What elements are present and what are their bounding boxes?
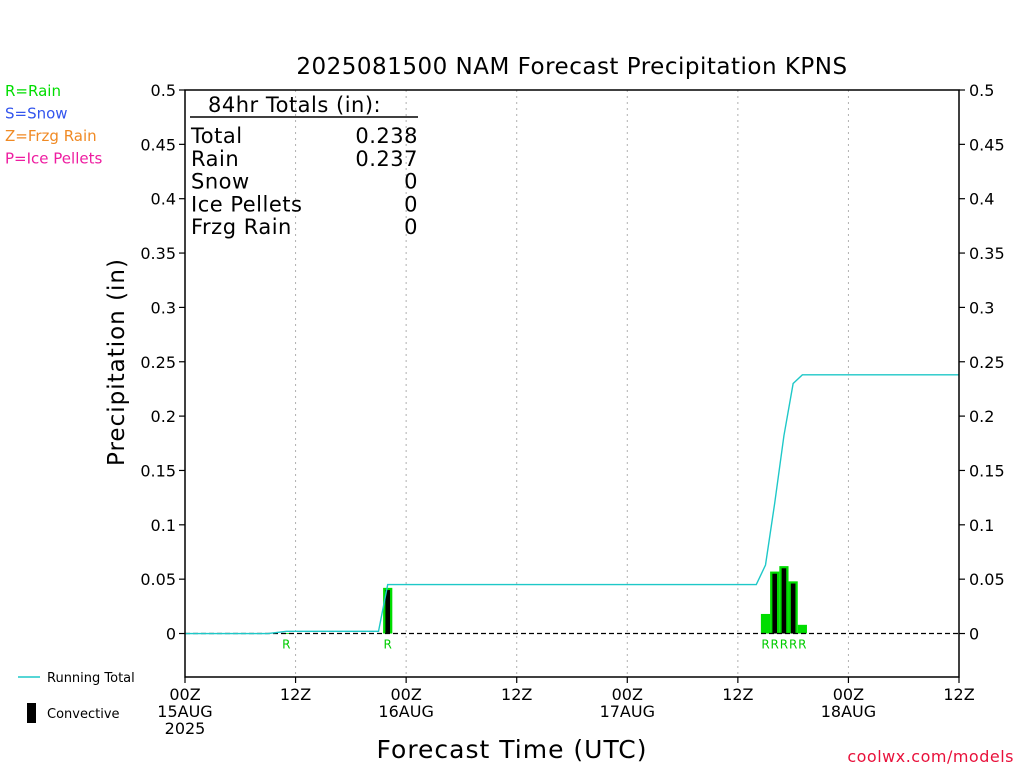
convective-bar	[772, 573, 778, 634]
x-tick-label: 12Z	[280, 685, 311, 704]
ptype-marker: R	[789, 638, 797, 652]
y-axis-right: 0 0.05 0.1 0.15 0.2 0.25 0.3 0.35 0.4 0.45 0.5	[959, 81, 1005, 644]
totals-rows: Total 0.238 Rain 0.237 Snow 0 Ice Pellets 0 Frzg…	[190, 124, 418, 239]
y-tick-label: 0.45	[140, 135, 176, 154]
ptype-marker: R	[798, 638, 806, 652]
totals-row-label: Ice Pellets	[191, 192, 302, 216]
x-tick-label: 12Z	[943, 685, 974, 704]
totals-row-label: Total	[190, 124, 243, 148]
precip-type-legend: R=Rain S=Snow Z=Frzg Rain P=Ice Pellets	[5, 82, 102, 168]
y-tick-label: 0.05	[969, 570, 1005, 589]
ptype-marker: R	[771, 638, 779, 652]
totals-box: 84hr Totals (in): Total 0.238 Rain 0.237 Sno…	[190, 93, 418, 239]
y-tick-label: 0.3	[969, 298, 994, 317]
ptype-marker: R	[761, 638, 769, 652]
x-tick-label: 00Z	[612, 685, 643, 704]
y-tick-label: 0.1	[151, 516, 176, 535]
convective-legend-swatch	[27, 703, 36, 723]
totals-row-value: 0.238	[355, 124, 418, 148]
y-tick-label: 0.25	[140, 353, 176, 372]
y-tick-label: 0.4	[151, 190, 176, 209]
convective-bar	[790, 583, 796, 634]
totals-row-value: 0	[404, 192, 418, 216]
y-axis-label: Precipitation (in)	[104, 258, 130, 466]
x-tick-label: 00Z	[390, 685, 421, 704]
bottom-legend: Running Total Convective	[18, 671, 135, 723]
x-tick-label: 18AUG	[821, 702, 876, 721]
precip-type-legend-item: R=Rain	[5, 82, 61, 100]
grid-lines	[295, 90, 849, 677]
x-tick-label: 2025	[165, 719, 206, 738]
y-tick-label: 0.2	[151, 407, 176, 426]
convective-legend-label: Convective	[47, 707, 120, 722]
chart-title: 2025081500 NAM Forecast Precipitation KP…	[296, 54, 847, 80]
running-total-legend-label: Running Total	[47, 671, 135, 686]
plot-area	[184, 89, 960, 678]
y-axis-left: 0 0.05 0.1 0.15 0.2 0.25 0.3 0.35 0.4 0.45 0.5	[140, 81, 185, 644]
x-tick-label: 12Z	[501, 685, 532, 704]
precip-bar	[760, 613, 771, 634]
x-axis-label: Forecast Time (UTC)	[377, 735, 648, 764]
precip-bar	[797, 624, 807, 634]
ptype-marker: R	[384, 638, 392, 652]
totals-header: 84hr Totals (in):	[208, 93, 381, 117]
y-tick-label: 0.3	[151, 298, 176, 317]
precip-type-legend-item: Z=Frzg Rain	[5, 127, 97, 145]
x-tick-label: 00Z	[833, 685, 864, 704]
totals-row-value: 0.237	[355, 147, 418, 171]
y-tick-label: 0	[969, 625, 979, 644]
convective-bar	[385, 590, 391, 634]
totals-row-label: Rain	[191, 147, 239, 171]
x-tick-label: 16AUG	[378, 702, 433, 721]
totals-row-value: 0	[404, 170, 418, 194]
credit-text: coolwx.com/models	[847, 747, 1014, 766]
totals-row-value: 0	[404, 215, 418, 239]
y-tick-label: 0.15	[140, 461, 176, 480]
precip-type-legend-item: S=Snow	[5, 105, 68, 123]
x-tick-label: 12Z	[722, 685, 753, 704]
ptype-marker: R	[282, 638, 290, 652]
totals-row-label: Frzg Rain	[191, 215, 292, 239]
y-tick-label: 0.4	[969, 190, 994, 209]
y-tick-label: 0.15	[969, 461, 1005, 480]
y-tick-label: 0.35	[140, 244, 176, 263]
convective-bar	[781, 568, 787, 634]
y-tick-label: 0.2	[969, 407, 994, 426]
y-tick-label: 0.5	[151, 81, 176, 100]
precip-bars	[281, 566, 807, 634]
running-total-line	[185, 374, 959, 635]
y-tick-label: 0.45	[969, 135, 1005, 154]
precip-type-legend-item: P=Ice Pellets	[5, 150, 102, 168]
y-tick-label: 0	[166, 625, 176, 644]
precip-bar	[281, 632, 291, 634]
x-tick-label: 17AUG	[600, 702, 655, 721]
y-tick-label: 0.5	[969, 81, 994, 100]
totals-row-label: Snow	[191, 170, 250, 194]
y-tick-label: 0.05	[140, 570, 176, 589]
y-tick-label: 0.1	[969, 516, 994, 535]
x-tick-label: 15AUG	[157, 702, 212, 721]
ptype-marker: R	[780, 638, 788, 652]
x-tick-label: 00Z	[169, 685, 200, 704]
y-tick-label: 0.25	[969, 353, 1005, 372]
y-tick-label: 0.35	[969, 244, 1005, 263]
